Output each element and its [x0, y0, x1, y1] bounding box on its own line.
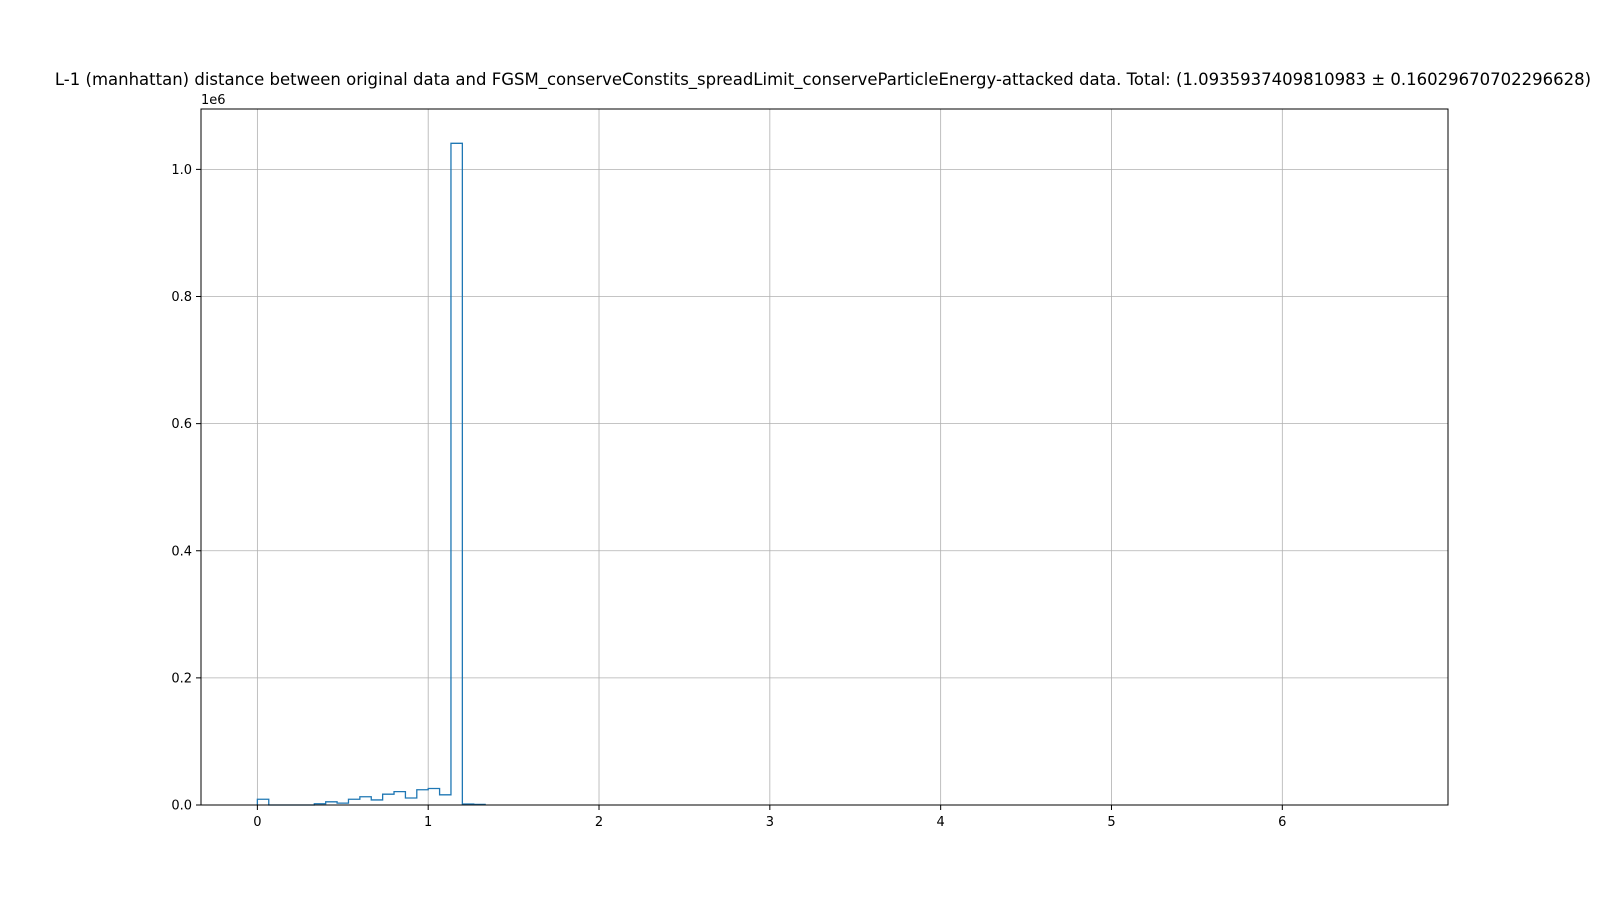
y-tick-label: 0.4: [171, 544, 192, 559]
x-tick-label: 1: [424, 815, 432, 830]
y-axis-offset-label: 1e6: [201, 93, 226, 108]
y-axis: 0.0 0.2 0.4 0.6 0.8 1.0: [171, 163, 201, 814]
x-axis: 0 1 2 3 4 5 6: [253, 805, 1286, 830]
y-tick-label: 0.0: [171, 799, 192, 814]
chart-title: L-1 (manhattan) distance between origina…: [55, 70, 1591, 90]
plot-area-frame: [200, 108, 1449, 806]
x-tick-label: 5: [1107, 815, 1115, 830]
x-tick-label: 6: [1278, 815, 1286, 830]
x-tick-label: 4: [937, 815, 945, 830]
y-tick-label: 0.6: [171, 417, 192, 432]
x-tick-label: 2: [595, 815, 603, 830]
y-tick-label: 1.0: [171, 163, 192, 178]
x-tick-label: 0: [253, 815, 261, 830]
x-tick-label: 3: [766, 815, 774, 830]
plot-area-background: [201, 109, 1448, 805]
y-tick-label: 0.8: [171, 290, 192, 305]
y-tick-label: 0.2: [171, 671, 192, 686]
